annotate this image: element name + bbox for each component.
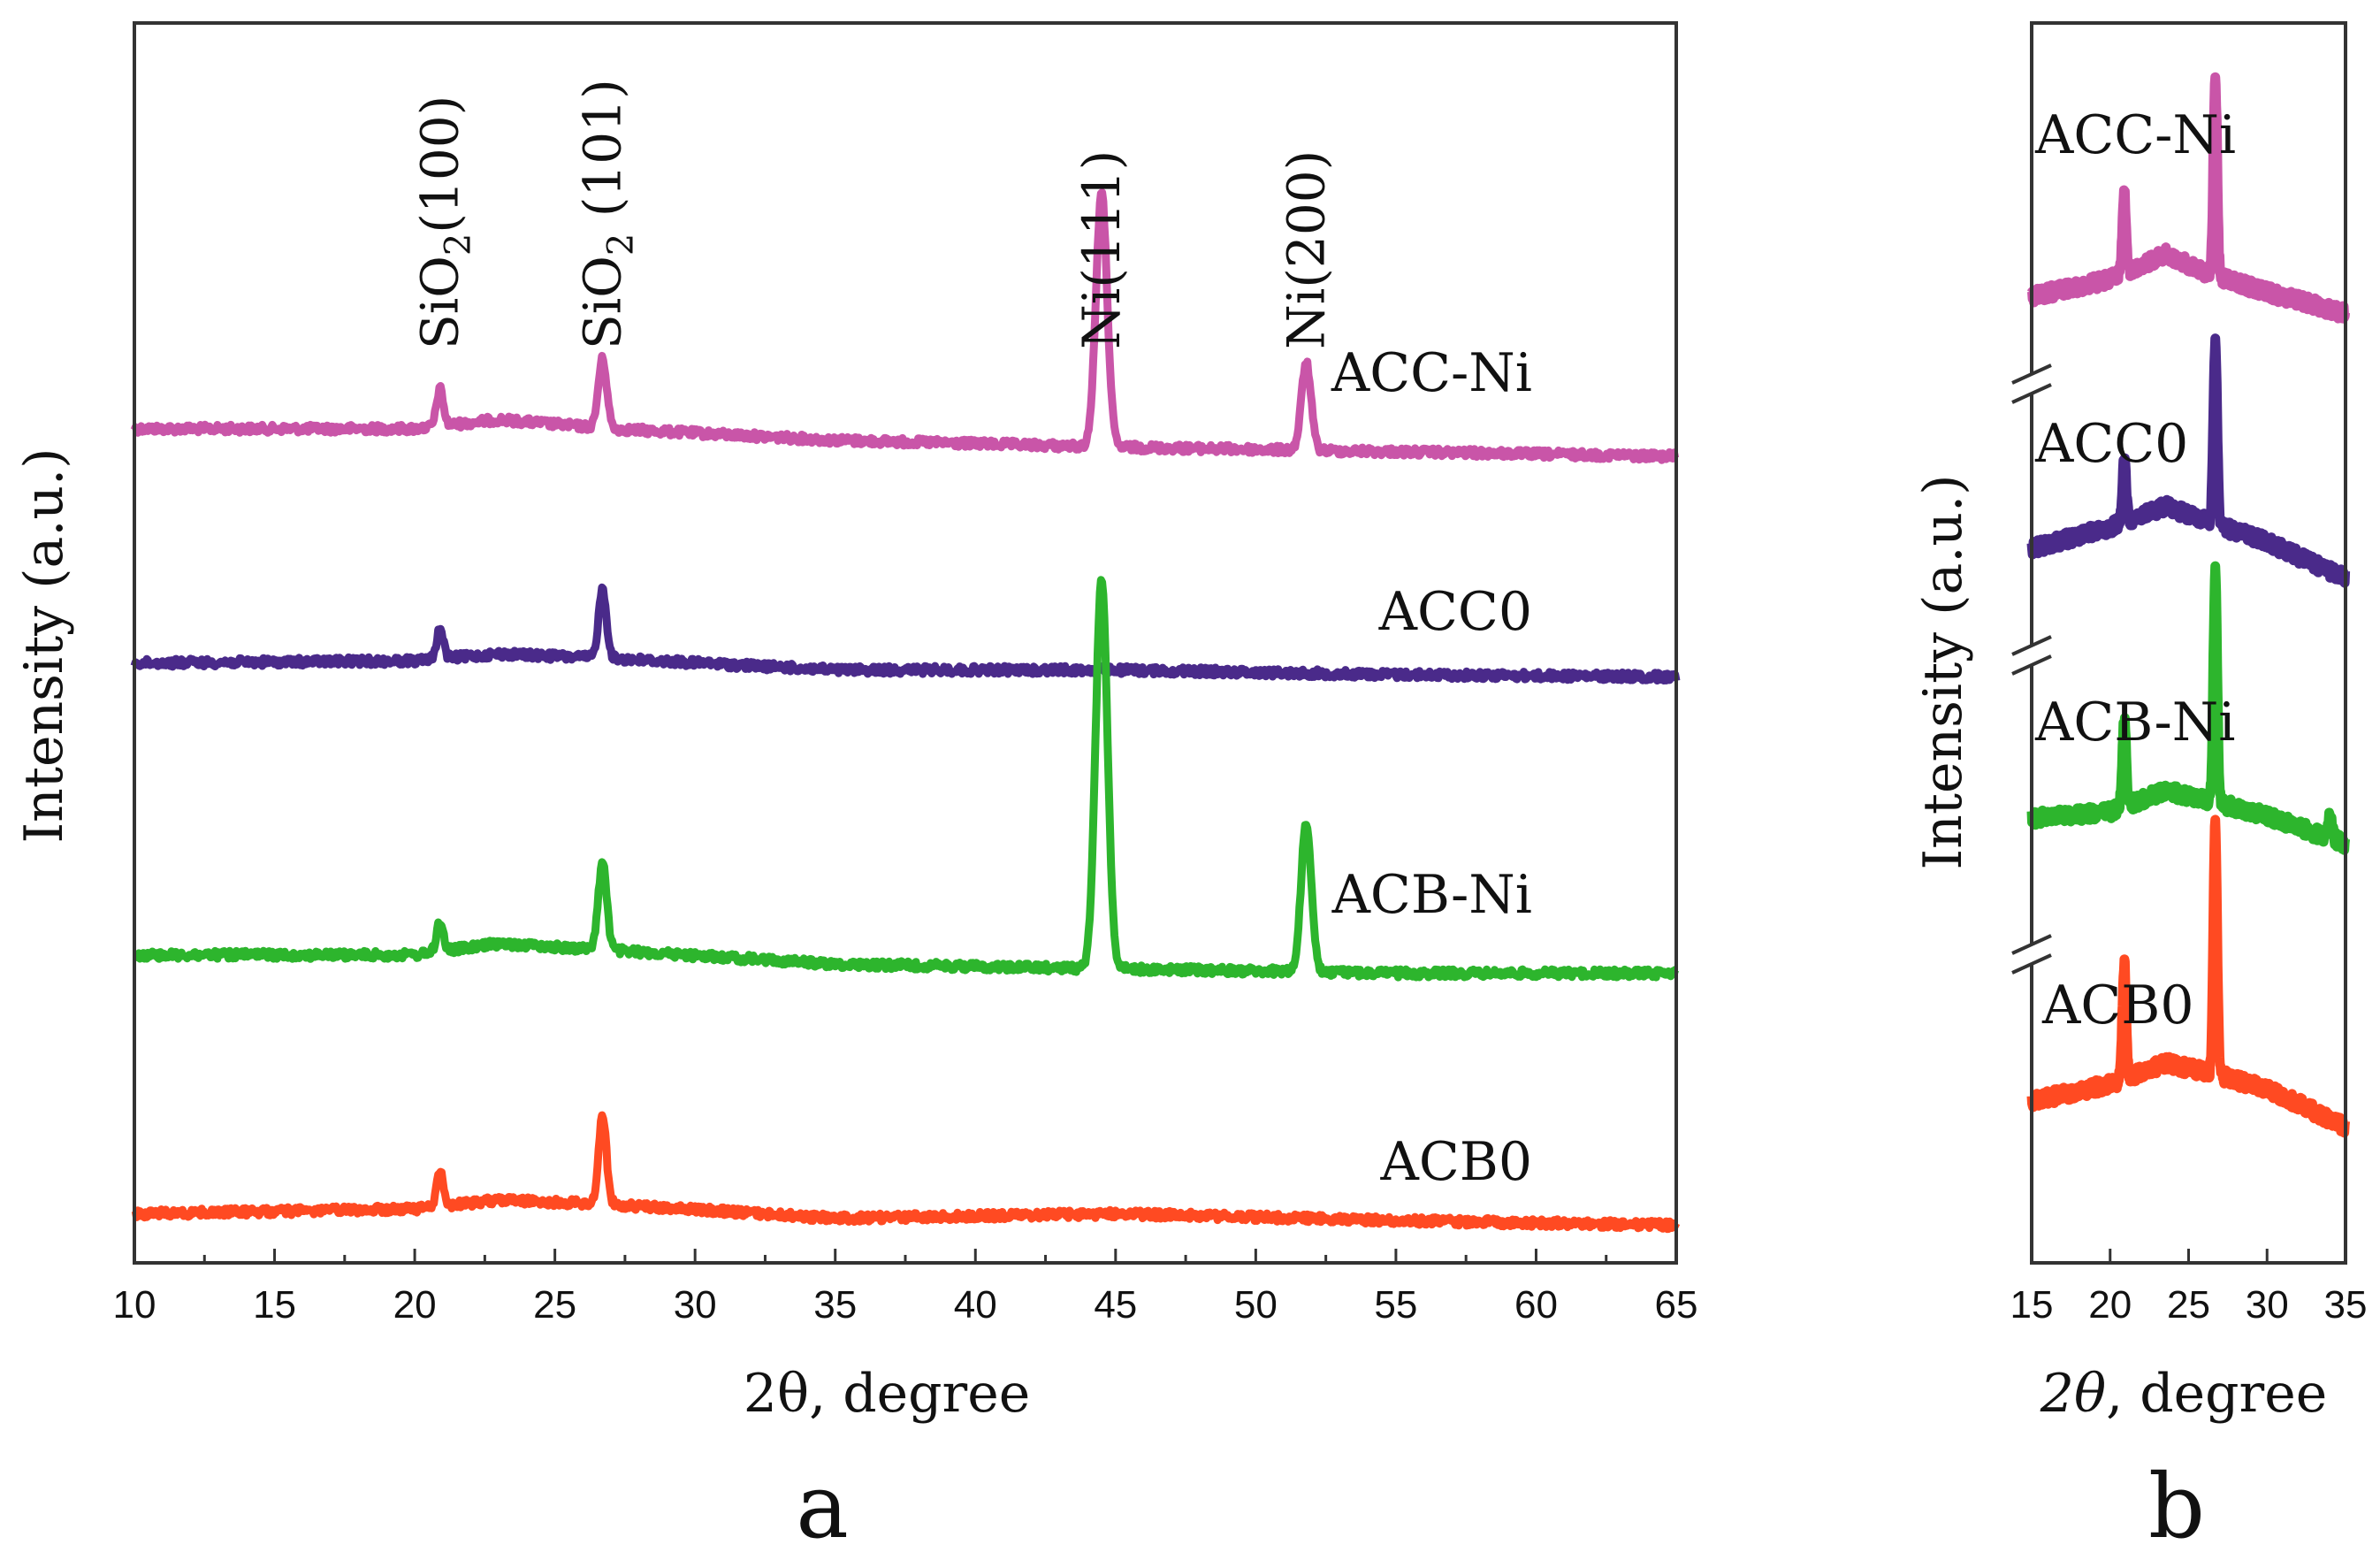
x-tick-label-b-15: 15 [2010,1283,2054,1327]
x-tick-label-b-25: 25 [2167,1283,2210,1327]
series-line-a-acb0 [131,1111,1681,1234]
series-label-b-acc0: ACC0 [2034,413,2188,475]
axis-break-mark [2011,383,2052,404]
panel-b-chart: 15 20 25 30 35 ACC-Ni ACC0 ACB-Ni ACB0 2θ, degr… [1912,21,2368,1558]
x-tick-label-a-40: 40 [954,1283,997,1327]
panel-a-label: a [796,1455,849,1558]
x-tick-label-a-60: 60 [1514,1283,1558,1327]
panel-b-x-axis-title: 2θ, degree [2040,1363,2327,1425]
series-line-a-acc-ni [130,188,1680,464]
series-label-a-acb0: ACB0 [1379,1131,1532,1193]
panel-a-x-axis-title: 2θ, degree [744,1363,1030,1425]
x-tick-label-a-20: 20 [393,1283,437,1327]
peak-label-sio2-101: SiO2 (101) [573,79,642,349]
peak-label-sio2-100: SiO2(100) [410,96,479,349]
series-label-b-acb0: ACB0 [2041,975,2194,1036]
axis-break-mark [2011,934,2052,955]
series-label-b-acb-ni: ACB-Ni [2034,692,2235,753]
series-label-b-acc-ni: ACC-Ni [2034,104,2236,166]
x-tick-label-b-30: 30 [2246,1283,2289,1327]
series-line-b-acc-ni [2026,72,2351,324]
series-label-a-acc0: ACC0 [1378,581,1532,643]
panel-b-x-axis-unit: , degree [2106,1363,2327,1425]
panel-a-frame [133,21,1678,1265]
series-line-b-acb0 [2026,814,2351,1138]
panel-b-x-axis-symbol: 2θ [2040,1363,2106,1425]
x-tick-label-a-10: 10 [113,1283,156,1327]
panel-b-y-axis-title: Intensity (a.u.) [1912,474,1974,869]
axis-break-mark [2011,953,2052,975]
x-tick-label-a-45: 45 [1094,1283,1137,1327]
x-tick-label-b-20: 20 [2088,1283,2132,1327]
series-label-a-acb-ni: ACB-Ni [1331,864,1532,926]
x-tick-label-a-35: 35 [813,1283,857,1327]
axis-break-mark [2011,363,2052,385]
series-line-b-acc0 [2026,333,2351,588]
x-tick-label-a-25: 25 [533,1283,576,1327]
x-tick-label-a-15: 15 [253,1283,296,1327]
series-line-b-acb-ni [2026,561,2351,855]
series-line-a-acb-ni [131,576,1680,982]
panel-b-label: b [2148,1455,2205,1558]
axis-break-mark [2011,654,2052,676]
series-line-a-acc0 [130,583,1681,684]
x-tick-label-a-30: 30 [674,1283,717,1327]
panel-a-y-axis-title: Intensity (a.u.) [13,447,75,843]
panel-a-chart: 10 15 20 25 30 35 40 45 50 55 60 65 ACC-Ni ACC0 ACB-N… [13,21,1698,1558]
x-tick-label-a-50: 50 [1234,1283,1278,1327]
series-label-a-acc-ni: ACC-Ni [1331,342,1532,404]
peak-label-ni-200: Ni(200) [1276,150,1336,349]
x-tick-label-a-55: 55 [1374,1283,1417,1327]
axis-break-mark [2011,635,2052,656]
x-tick-label-b-35: 35 [2324,1283,2368,1327]
x-tick-label-a-65: 65 [1655,1283,1698,1327]
peak-label-ni-111: Ni(111) [1072,150,1132,349]
